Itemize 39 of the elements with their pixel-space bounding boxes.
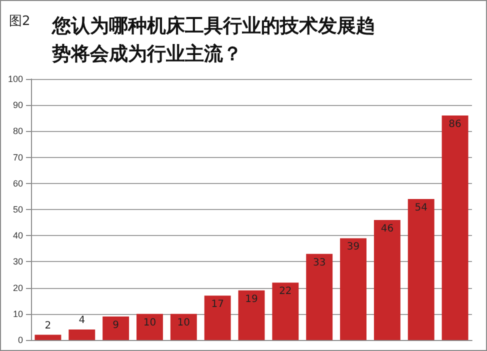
y-tick-label: 80 — [12, 126, 23, 136]
y-tick-label: 100 — [8, 74, 23, 84]
data-label: 54 — [414, 202, 428, 214]
caption: 图2 — [9, 14, 30, 29]
data-label: 4 — [78, 315, 86, 326]
data-label: 86 — [448, 119, 462, 130]
data-label: 10 — [177, 317, 190, 328]
y-tick-label: 40 — [12, 230, 23, 241]
data-label: 10 — [143, 317, 156, 328]
bar — [204, 296, 231, 340]
bar — [238, 290, 265, 340]
y-tick-label: 90 — [12, 100, 23, 110]
bar — [102, 316, 130, 340]
y-tick-label: 10 — [12, 308, 23, 319]
bar — [68, 330, 96, 340]
data-label: 46 — [380, 223, 394, 234]
y-tick-label: 20 — [12, 282, 23, 293]
bar — [340, 238, 366, 340]
bar — [306, 254, 333, 340]
bar — [34, 334, 62, 340]
bar — [374, 220, 400, 340]
data-label: 2 — [44, 320, 52, 332]
bar — [170, 314, 197, 340]
data-label: 39 — [346, 242, 360, 253]
data-label: 33 — [312, 257, 326, 268]
bar — [408, 199, 434, 340]
y-tick-label: 30 — [12, 256, 23, 267]
bar — [136, 314, 163, 340]
y-tick-label: 60 — [12, 178, 23, 188]
bar — [442, 116, 468, 340]
y-tick-label: 50 — [12, 204, 23, 214]
data-label: 17 — [211, 299, 224, 310]
data-label: 9 — [112, 320, 119, 332]
y-tick-label: 0 — [18, 335, 23, 345]
data-label: 22 — [279, 286, 292, 298]
bar — [272, 282, 299, 340]
chart-title: 您认为哪种机床工具行业的技术发展趋势将会成为行业主流？ — [51, 15, 375, 65]
data-label: 19 — [245, 294, 258, 305]
y-tick-label: 70 — [12, 152, 23, 162]
